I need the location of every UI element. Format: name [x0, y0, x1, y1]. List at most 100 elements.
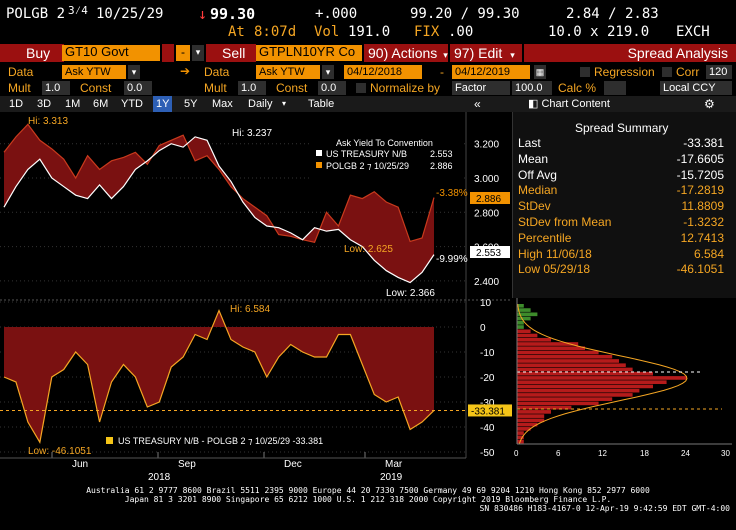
const-label-2: Const: [276, 81, 308, 95]
table-button[interactable]: Table: [308, 98, 335, 110]
spread-summary-title: Spread Summary: [575, 121, 669, 135]
normalize-checkbox[interactable]: [356, 83, 366, 93]
summary-key: Percentile: [518, 230, 572, 245]
y-tick-label: -30: [480, 398, 495, 409]
summary-value: -17.6605: [676, 151, 724, 166]
chart-content-icon: ◧: [528, 98, 542, 110]
exchange: EXCH: [676, 24, 710, 40]
period-5y[interactable]: 5Y: [184, 98, 198, 110]
calc-label: Calc %: [558, 81, 597, 95]
field-input-1[interactable]: Ask YTW: [62, 65, 126, 79]
chevron-down-icon[interactable]: ▾: [282, 99, 287, 108]
chart-content-button[interactable]: ◧ Chart Content: [528, 96, 610, 112]
calc-select[interactable]: [604, 81, 626, 95]
histogram-bar: [517, 342, 579, 346]
mult-input-2[interactable]: 1.0: [238, 81, 266, 95]
summary-value: -17.2819: [676, 183, 724, 198]
bid-ask-size: 10.0 x 219.0: [548, 24, 650, 40]
x-tick-label: Sep: [178, 459, 196, 470]
period-1d[interactable]: 1D: [9, 98, 24, 110]
hist-tick-label: 30: [721, 449, 730, 458]
sell-security-input[interactable]: GTPLN10YR Co: [256, 45, 362, 61]
data-label-1: Data: [8, 65, 34, 79]
last-value-badge: [468, 404, 512, 417]
charts-area[interactable]: 3.2003.0002.8002.6002.400100-10-20-30-40…: [0, 112, 512, 484]
buy-dash-button[interactable]: -: [176, 45, 190, 61]
period-max[interactable]: Max: [212, 98, 233, 110]
last-value-badge: [470, 246, 510, 258]
spread-line: [3, 308, 435, 444]
pct-change-annotation: -3.38%: [436, 188, 468, 199]
const-input-1[interactable]: 0.0: [124, 81, 152, 95]
settings-gear-icon[interactable]: ⚙: [704, 97, 715, 111]
summary-value: -15.7205: [676, 167, 724, 182]
regression-label: Regression: [594, 65, 655, 79]
corr-window-input[interactable]: 120: [706, 65, 732, 79]
summary-key: High 11/06/18: [518, 246, 592, 261]
y-tick-label: 2.800: [474, 208, 499, 219]
distribution-histogram: 0 6 12 18 24 30: [512, 298, 736, 462]
currency-select[interactable]: Local CCY: [660, 81, 732, 95]
field-input-2[interactable]: Ask YTW: [256, 65, 320, 79]
time-label: At: [228, 24, 245, 40]
histogram-bar: [517, 380, 667, 385]
period-ytd[interactable]: YTD: [121, 98, 143, 110]
histogram-bar: [517, 431, 524, 435]
corr-label: Corr: [676, 65, 700, 79]
period-6m[interactable]: 6M: [93, 98, 109, 110]
calendar-icon[interactable]: ▦: [534, 65, 546, 79]
factor-input[interactable]: 100.0: [512, 81, 552, 95]
summary-value: 11.8809: [681, 199, 725, 214]
y-tick-label: -10: [480, 348, 495, 359]
down-arrow-icon: ↓: [198, 5, 208, 23]
edit-menu[interactable]: 97) Edit ▾: [450, 44, 522, 62]
histogram-bar: [517, 397, 613, 401]
period-1m[interactable]: 1M: [65, 98, 81, 110]
summary-value: -1.3232: [683, 215, 724, 229]
bid-ask: 99.20 / 99.30: [410, 6, 520, 22]
y-tick-label: 10: [480, 298, 492, 309]
corr-checkbox[interactable]: [662, 67, 672, 77]
histogram-bar: [517, 435, 524, 440]
chevron-down-icon[interactable]: ▾: [322, 65, 334, 79]
histogram-bar: [517, 427, 531, 431]
buy-button[interactable]: Buy: [0, 44, 64, 62]
sell-button[interactable]: Sell: [206, 44, 256, 62]
end-date-input[interactable]: 04/12/2019: [452, 65, 530, 79]
net-change: +.000: [315, 6, 358, 22]
normalize-select[interactable]: Factor: [452, 81, 510, 95]
legend-label: POLGB 2 ⁊ 10/25/29: [326, 161, 409, 171]
histogram-bar: [517, 325, 524, 329]
chevron-down-icon[interactable]: ▾: [128, 65, 140, 79]
const-input-2[interactable]: 0.0: [318, 81, 346, 95]
edit-label: 97) Edit: [454, 45, 503, 61]
frequency-select[interactable]: Daily: [248, 98, 273, 110]
summary-key: StDev: [518, 199, 551, 214]
histogram-bar: [517, 422, 538, 427]
normal-curve: [517, 303, 688, 445]
fix-label: FIX: [414, 24, 440, 40]
legend-swatch-polgb: [316, 162, 322, 168]
y-tick-label: 2.400: [474, 277, 499, 288]
start-date-input[interactable]: 04/12/2018: [344, 65, 422, 79]
histogram-bar: [517, 337, 551, 342]
chevron-down-icon[interactable]: ▾: [192, 45, 204, 61]
mult-input-1[interactable]: 1.0: [42, 81, 70, 95]
collapse-arrow-icon[interactable]: «: [474, 97, 481, 111]
period-3d[interactable]: 3D: [37, 98, 52, 110]
hi-annotation: Hi: 6.584: [230, 304, 270, 315]
volume-label: Vol: [314, 24, 340, 40]
footer: Australia 61 2 9777 8600 Brazil 5511 239…: [0, 486, 736, 513]
histogram-bar: [517, 401, 599, 406]
actions-menu[interactable]: 90) Actions ▾: [364, 44, 448, 62]
legend-swatch-ust: [316, 150, 322, 156]
regression-checkbox[interactable]: [580, 67, 590, 77]
histogram-bar: [517, 363, 626, 368]
legend-value: 2.886: [430, 161, 453, 171]
period-1y[interactable]: 1Y: [153, 96, 173, 112]
data-toolbar: Data Ask YTW ▾ ➔ Data Ask YTW ▾ 04/12/20…: [0, 64, 736, 80]
histogram-bar: [517, 350, 599, 355]
swap-arrow-icon[interactable]: ➔: [180, 64, 191, 78]
buy-security-input[interactable]: GT10 Govt: [62, 45, 160, 61]
x-year-label: 2018: [148, 472, 171, 483]
